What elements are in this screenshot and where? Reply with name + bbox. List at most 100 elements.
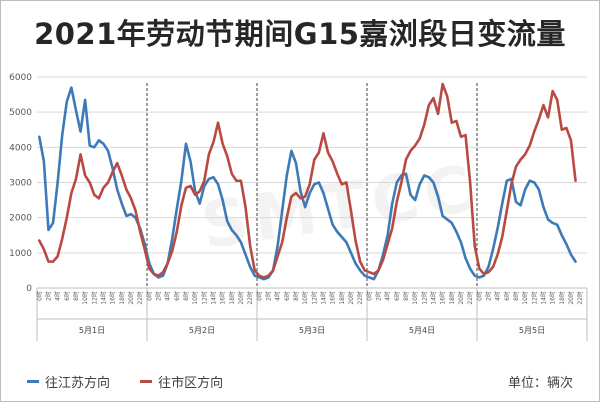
series-1-point xyxy=(364,269,366,272)
series-0-point xyxy=(125,215,127,217)
series-1-point xyxy=(235,180,237,182)
series-1-point xyxy=(483,273,485,275)
series-0-point xyxy=(57,181,59,184)
series-0-point xyxy=(442,215,444,217)
series-1-point xyxy=(157,275,160,277)
x-tick-label: 0时 xyxy=(35,291,43,301)
series-0-point xyxy=(244,253,247,256)
day-label: 5月2日 xyxy=(189,326,215,335)
series-0-point xyxy=(226,220,228,222)
series-1-point xyxy=(240,180,242,182)
series-0-point xyxy=(501,203,503,205)
series-1-point xyxy=(304,195,306,198)
series-0-point xyxy=(208,178,210,180)
series-0-point xyxy=(240,241,242,243)
series-1-point xyxy=(258,275,260,277)
series-0-point xyxy=(561,234,563,236)
series-0-point xyxy=(75,109,77,112)
day-label: 5月5日 xyxy=(519,326,545,335)
series-1-point xyxy=(66,217,68,219)
series-1-point xyxy=(432,97,435,99)
x-tick-label: 4时 xyxy=(164,291,172,301)
series-1-point xyxy=(542,104,545,106)
series-0-point xyxy=(552,222,554,224)
x-tick-label: 8时 xyxy=(512,291,520,301)
series-1-point xyxy=(391,227,393,229)
x-tick-label: 2时 xyxy=(44,291,52,301)
series-0-point xyxy=(281,210,283,212)
series-1-point xyxy=(107,181,109,184)
series-0-point xyxy=(341,236,343,238)
series-1-point xyxy=(565,127,567,129)
x-tick-label: 8时 xyxy=(182,291,190,301)
series-1-point xyxy=(299,197,302,199)
series-1-point xyxy=(116,162,118,164)
series-1-point xyxy=(419,137,421,140)
series-1-point xyxy=(189,185,192,187)
series-1-point xyxy=(130,197,132,199)
series-1-point xyxy=(547,116,549,119)
series-0-point xyxy=(460,241,462,243)
x-tick-label: 8时 xyxy=(72,291,80,301)
series-1-point xyxy=(134,210,137,212)
series-1-point xyxy=(359,261,361,263)
series-0-point xyxy=(52,222,54,224)
series-1-point xyxy=(460,136,462,138)
x-tick-label: 12时 xyxy=(200,291,208,305)
series-1-point xyxy=(341,183,343,185)
x-tick-label: 2时 xyxy=(374,291,382,301)
series-0-point xyxy=(38,136,40,138)
series-1-point xyxy=(93,194,95,196)
series-1-point xyxy=(277,255,279,257)
series-1-point xyxy=(102,187,105,189)
x-tick-label: 10时 xyxy=(301,291,309,305)
x-tick-label: 10时 xyxy=(81,291,89,305)
series-1-point xyxy=(574,180,577,182)
series-0-point xyxy=(332,224,334,226)
series-1-point xyxy=(263,276,265,279)
series-0-point xyxy=(533,181,535,184)
series-0-point xyxy=(66,101,68,103)
series-1-point xyxy=(89,181,91,184)
x-tick-label: 6时 xyxy=(393,291,401,301)
series-0-point xyxy=(373,278,375,280)
series-1-point xyxy=(244,206,247,208)
x-tick-label: 14时 xyxy=(429,291,437,305)
series-0-point xyxy=(455,231,457,233)
x-tick-label: 18时 xyxy=(558,291,566,305)
series-1-point xyxy=(70,192,72,194)
x-tick-label: 12时 xyxy=(310,291,318,305)
series-1-point xyxy=(38,239,40,242)
series-1-point xyxy=(162,271,164,273)
unit-label: 单位：辆次 xyxy=(507,376,573,391)
series-1-point xyxy=(405,159,407,161)
x-tick-label: 6时 xyxy=(503,291,511,301)
series-0-point xyxy=(529,180,531,182)
series-1-point xyxy=(478,268,480,270)
series-0-point xyxy=(464,257,467,259)
series-0-point xyxy=(519,204,522,206)
series-0-point xyxy=(185,143,187,145)
x-tick-label: 8时 xyxy=(402,291,410,301)
series-1-point xyxy=(139,231,141,233)
x-tick-label: 16时 xyxy=(549,291,557,305)
series-0-point xyxy=(336,231,338,233)
series-1-point xyxy=(332,160,334,162)
series-0-point xyxy=(542,206,545,208)
series-0-point xyxy=(89,144,91,147)
series-1-point xyxy=(171,250,173,252)
legend-label-city: 往市区方向 xyxy=(158,376,224,391)
legend-swatch-jiangsu xyxy=(27,380,39,383)
series-0-point xyxy=(318,181,320,184)
series-1-point xyxy=(267,275,270,277)
series-line-0 xyxy=(37,86,577,281)
series-0-point xyxy=(396,181,398,184)
series-1-point xyxy=(501,236,503,238)
x-tick-label: 10时 xyxy=(191,291,199,305)
series-0-point xyxy=(121,203,123,205)
series-0-point xyxy=(487,266,490,268)
series-0-point xyxy=(102,143,105,145)
series-1-point xyxy=(387,243,389,245)
